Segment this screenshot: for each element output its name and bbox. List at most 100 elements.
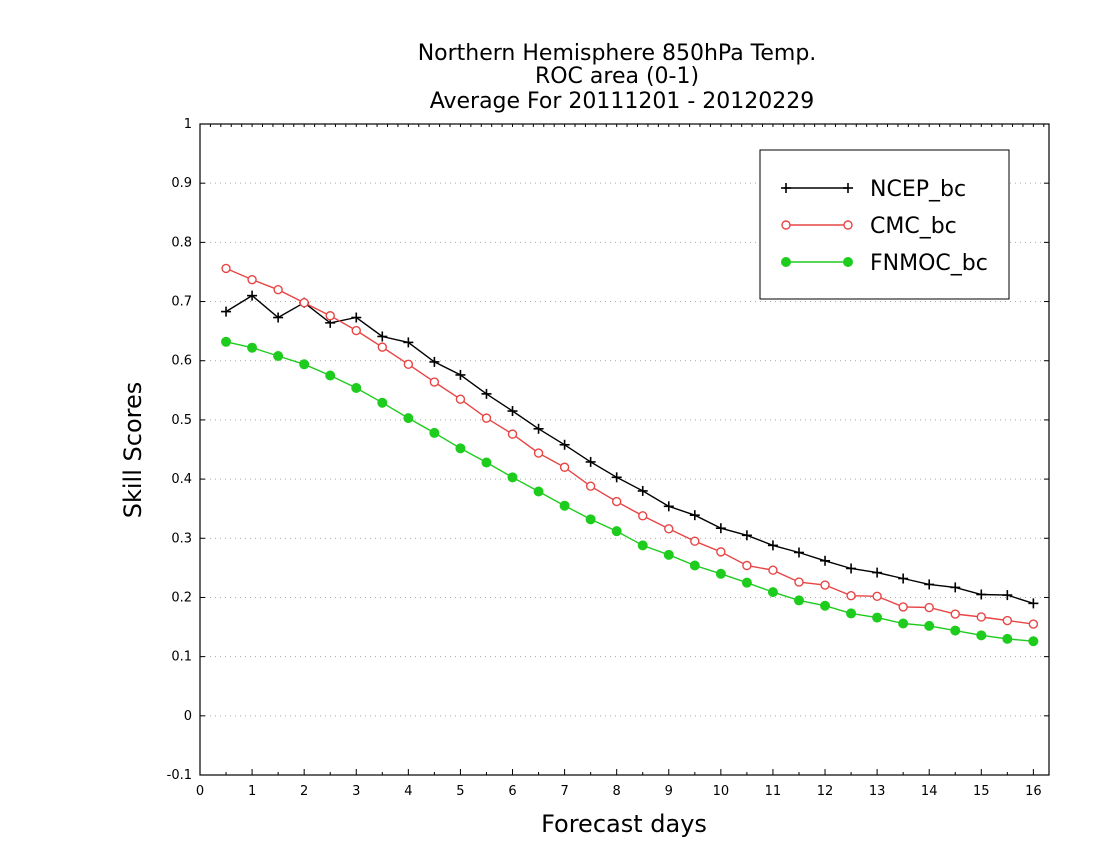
data-point-fnmoc-bc — [351, 382, 362, 393]
x-tick-label: 12 — [817, 784, 834, 799]
data-point-cmc-bc — [716, 547, 726, 557]
data-point-fnmoc-bc — [455, 443, 466, 454]
data-point-fnmoc-bc — [663, 549, 674, 560]
data-point-fnmoc-bc — [247, 342, 258, 353]
data-point-fnmoc-bc — [872, 612, 883, 623]
data-point-ncep-bc — [793, 547, 804, 558]
x-tick-label: 0 — [196, 784, 204, 799]
data-point-fnmoc-bc — [377, 397, 388, 408]
x-tick-label: 6 — [508, 784, 516, 799]
data-point-ncep-bc — [950, 582, 961, 593]
y-tick-label: 0.8 — [171, 235, 192, 250]
x-tick-label: 16 — [1025, 784, 1042, 799]
legend-label: FNMOC_bc — [870, 251, 988, 276]
data-point-fnmoc-bc — [898, 618, 909, 629]
data-point-fnmoc-bc — [325, 370, 336, 381]
x-tick-label: 3 — [352, 784, 360, 799]
data-point-cmc-bc — [690, 536, 700, 546]
y-tick-label: -0.1 — [167, 768, 192, 783]
legend: NCEP_bc CMC_bc FNMOC_bc — [759, 149, 1010, 300]
data-point-cmc-bc — [846, 590, 856, 601]
data-point-cmc-bc — [742, 560, 752, 571]
data-point-cmc-bc — [533, 448, 544, 458]
data-point-cmc-bc — [794, 577, 804, 587]
data-point-ncep-bc — [533, 423, 544, 434]
data-point-fnmoc-bc — [481, 457, 492, 468]
y-tick-label: 0.4 — [171, 472, 192, 487]
data-point-cmc-bc — [325, 311, 335, 321]
legend-marker — [843, 220, 853, 230]
data-point-fnmoc-bc — [611, 526, 622, 537]
data-point-ncep-bc — [924, 579, 935, 590]
data-point-ncep-bc — [403, 337, 414, 348]
legend-marker — [781, 257, 791, 267]
y-tick-label: 0.5 — [171, 413, 192, 428]
legend-items: NCEP_bc CMC_bc FNMOC_bc — [781, 177, 988, 276]
data-point-fnmoc-bc — [637, 540, 648, 551]
data-point-ncep-bc — [221, 306, 232, 317]
data-point-fnmoc-bc — [559, 500, 570, 511]
data-point-cmc-bc — [403, 359, 414, 369]
data-point-ncep-bc — [663, 501, 674, 512]
y-tick-label: 0.9 — [171, 176, 192, 191]
data-point-ncep-bc — [247, 290, 258, 301]
data-point-fnmoc-bc — [689, 560, 700, 571]
data-point-cmc-bc — [507, 429, 518, 439]
series-layer — [221, 263, 1039, 647]
data-point-fnmoc-bc — [820, 600, 831, 611]
data-point-cmc-bc — [924, 602, 934, 613]
data-point-cmc-bc — [429, 377, 440, 387]
data-point-fnmoc-bc — [715, 568, 726, 579]
data-point-ncep-bc — [507, 406, 518, 417]
data-point-cmc-bc — [481, 413, 492, 423]
series-ncep-bc — [221, 290, 1039, 609]
data-point-ncep-bc — [715, 523, 726, 534]
data-point-fnmoc-bc — [793, 595, 804, 606]
data-point-fnmoc-bc — [976, 630, 987, 641]
x-tick-label: 15 — [973, 784, 990, 799]
data-point-ncep-bc — [846, 563, 857, 574]
legend-marker — [843, 257, 853, 267]
data-point-fnmoc-bc — [221, 336, 232, 347]
chart-subtitle-line-1: ROC area (0-1) — [535, 64, 699, 89]
axis-ticks: -0.100.10.20.30.40.50.60.70.80.910 1 2 3 4 5 6… — [167, 117, 1049, 799]
data-point-ncep-bc — [976, 589, 987, 600]
data-point-ncep-bc — [637, 485, 648, 496]
x-tick-label: 10 — [713, 784, 730, 799]
data-point-ncep-bc — [273, 312, 284, 323]
x-tick-label: 14 — [921, 784, 938, 799]
x-tick-label: 8 — [613, 784, 621, 799]
data-point-fnmoc-bc — [507, 472, 518, 483]
data-point-cmc-bc — [872, 591, 882, 601]
data-point-ncep-bc — [820, 555, 831, 566]
legend-label: NCEP_bc — [870, 177, 966, 202]
data-point-fnmoc-bc — [429, 427, 440, 438]
data-point-cmc-bc — [559, 462, 570, 472]
data-point-fnmoc-bc — [924, 620, 935, 631]
legend-label: CMC_bc — [870, 214, 957, 239]
data-point-fnmoc-bc — [767, 587, 778, 598]
x-axis-label: Forecast days — [541, 810, 707, 838]
legend-item-ncep-bc: NCEP_bc — [781, 177, 966, 202]
data-point-fnmoc-bc — [1028, 636, 1039, 647]
data-point-fnmoc-bc — [403, 413, 414, 424]
data-point-cmc-bc — [299, 298, 309, 308]
data-point-cmc-bc — [611, 496, 622, 507]
data-point-ncep-bc — [898, 573, 909, 584]
data-point-fnmoc-bc — [950, 625, 961, 636]
legend-marker — [781, 183, 791, 193]
y-tick-label: 0 — [184, 709, 192, 724]
legend-item-cmc-bc: CMC_bc — [781, 214, 957, 239]
data-point-fnmoc-bc — [533, 486, 544, 497]
data-point-cmc-bc — [377, 342, 388, 352]
data-point-cmc-bc — [638, 511, 648, 521]
data-point-cmc-bc — [898, 602, 908, 612]
data-point-ncep-bc — [455, 369, 466, 380]
data-point-cmc-bc — [664, 524, 674, 534]
x-tick-label: 11 — [765, 784, 782, 799]
y-tick-label: 0.7 — [171, 295, 192, 310]
series-line-ncep-bc — [225, 294, 1034, 605]
legend-marker — [781, 220, 791, 230]
y-tick-label: 0.2 — [171, 590, 192, 605]
